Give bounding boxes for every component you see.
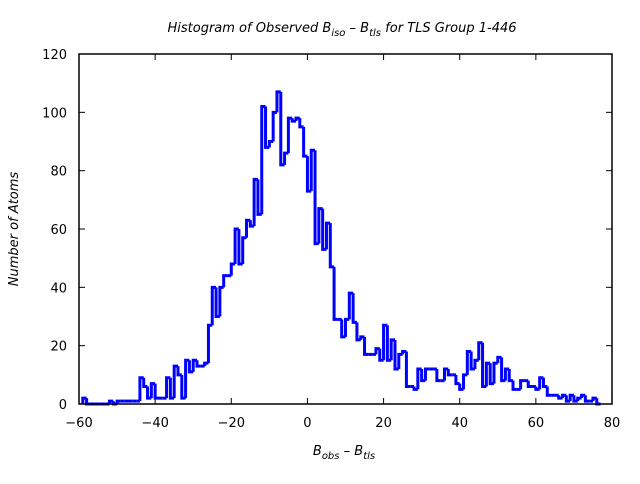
histogram-bin [374, 347, 380, 355]
histogram-bin [363, 336, 369, 356]
histogram-bin [172, 364, 178, 399]
y-tick-label: 80 [50, 165, 67, 180]
histogram-bin [511, 380, 517, 391]
histogram-bin [389, 338, 395, 361]
histogram-bin [397, 352, 403, 369]
plot-frame [78, 53, 613, 405]
histogram-bin [423, 367, 430, 381]
histogram-bin [267, 140, 274, 148]
histogram-bin [317, 207, 323, 244]
histogram-bin [545, 386, 552, 397]
histogram-bin [435, 369, 441, 383]
histogram-bin [557, 395, 563, 400]
histogram-bin [473, 358, 479, 369]
histogram-bin [492, 361, 498, 384]
histogram-bin [458, 383, 464, 391]
histogram-bin [85, 398, 91, 406]
x-tick-label: −20 [218, 416, 245, 431]
histogram-bin [462, 373, 468, 390]
x-tick-label: −40 [141, 416, 168, 431]
histogram-bin [412, 386, 418, 391]
histogram-bin [500, 357, 506, 383]
title-part: – B [345, 21, 369, 36]
histogram-bin [420, 369, 426, 383]
histogram-bin [541, 377, 548, 388]
histogram-bin [340, 319, 346, 339]
histogram-bin [496, 355, 502, 364]
histogram-bin [180, 374, 186, 400]
histogram-bin [271, 110, 277, 142]
x-tick-label: 20 [375, 416, 392, 431]
histogram-bin [168, 377, 175, 400]
histogram-bin [229, 262, 236, 276]
histogram-bin [404, 351, 411, 388]
histogram-bin [107, 399, 114, 404]
y-tick-label: 40 [50, 281, 67, 296]
histogram-bin [176, 366, 182, 377]
histogram-bin [583, 395, 590, 403]
histogram-bin [519, 379, 525, 390]
y-axis-label: Number of Atoms [7, 172, 22, 287]
histogram-bin [351, 293, 357, 324]
histogram-bin [283, 151, 289, 165]
histogram-bin [115, 399, 121, 404]
histogram-bin [446, 369, 453, 377]
histogram-bin [526, 380, 533, 388]
histogram-bin [302, 126, 308, 158]
histogram-bin [332, 266, 338, 321]
histogram-bin [210, 285, 217, 326]
x-axis-label: Bobs – Btls [313, 444, 375, 462]
histogram-bin [195, 360, 201, 368]
histogram-bin [595, 398, 601, 406]
histogram-bin [454, 374, 460, 386]
y-tick-label: 100 [42, 106, 67, 121]
x-tick-label: 40 [451, 416, 468, 431]
histogram-bin [321, 208, 327, 251]
histogram-bin [256, 179, 262, 216]
histogram-bin [142, 377, 148, 388]
histogram-bin [206, 323, 213, 364]
histogram-bin [298, 118, 304, 129]
chart-title: Histogram of Observed Biso – Btls for TL… [167, 21, 516, 39]
histogram-bin [153, 383, 159, 400]
x-tick-label: 80 [604, 416, 621, 431]
histogram-bin [218, 285, 224, 317]
histogram-bin [286, 116, 293, 154]
histogram-bin [241, 236, 247, 264]
y-tick-label: 0 [59, 398, 67, 413]
title-part: Histogram of Observed B [167, 21, 331, 36]
title-sub: iso [331, 28, 345, 39]
y-tick-label: 20 [50, 340, 67, 355]
title-part: for TLS Group 1-446 [381, 21, 516, 36]
y-tick-label: 60 [50, 223, 67, 238]
histogram-bin [187, 360, 194, 374]
x-tick-label: −60 [65, 416, 92, 431]
histogram-bin [149, 382, 156, 399]
histogram-bin [328, 223, 335, 269]
x-tick-label: 0 [303, 416, 311, 431]
histogram-bin [203, 361, 209, 367]
histogram-bin [576, 396, 582, 402]
title-sub: tls [369, 28, 381, 39]
histogram-bin [507, 369, 514, 383]
histogram-bin [534, 386, 540, 391]
y-tick-label: 120 [42, 48, 67, 63]
histogram-bin [222, 274, 228, 288]
histogram-bin [344, 317, 350, 337]
x-tick-label: 60 [528, 416, 545, 431]
histogram-bin [146, 386, 152, 400]
